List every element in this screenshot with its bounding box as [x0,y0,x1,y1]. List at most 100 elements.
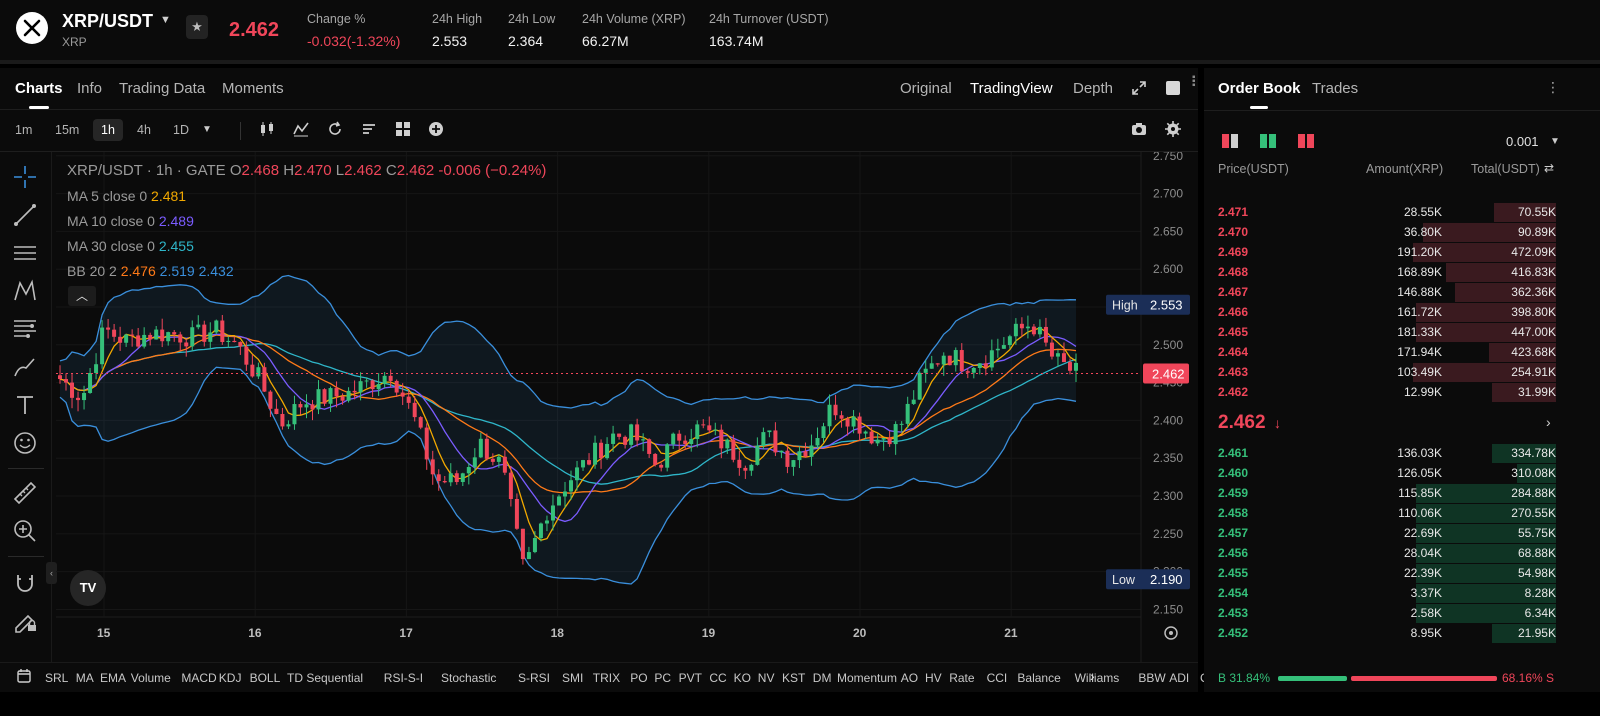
tab-order-book[interactable]: Order Book [1218,80,1301,109]
indicator-28[interactable]: BBW [1138,671,1166,685]
ruler-icon[interactable] [12,480,40,506]
layout-grid-icon[interactable] [395,121,411,140]
emoji-icon[interactable] [12,430,40,456]
legend-ma30[interactable]: MA 30 close 0 2.455 [67,238,194,254]
favorite-star-icon[interactable]: ★ [186,15,208,39]
bid-row[interactable]: 2.459 115.85K 284.88K [1204,483,1600,503]
ask-row[interactable]: 2.471 28.55K 70.55K [1204,202,1600,222]
indicator-0[interactable]: SRL [45,671,69,685]
pair-name[interactable]: XRP/USDT [62,11,154,31]
horizontal-lines-icon[interactable] [12,240,40,266]
bid-row[interactable]: 2.454 3.37K 8.28K [1204,583,1600,603]
layout-bids-icon[interactable] [1258,132,1278,150]
timeframe-dropdown-icon[interactable]: ▼ [202,124,212,135]
bid-row[interactable]: 2.452 8.95K 21.95K [1204,623,1600,643]
tab-charts[interactable]: Charts [15,80,63,109]
bid-row[interactable]: 2.458 110.06K 270.55K [1204,503,1600,523]
ask-row[interactable]: 2.470 36.80K 90.89K [1204,222,1600,242]
indicator-2[interactable]: EMA [100,671,127,685]
collapse-legend-icon[interactable]: ︿ [68,286,96,306]
indicator-18[interactable]: NV [757,671,775,685]
indicator-14[interactable]: PC [654,671,672,685]
zoom-in-icon[interactable] [12,518,40,544]
indicator-26[interactable]: Balance [1017,671,1061,685]
indicator-24[interactable]: Rate [949,671,975,685]
snapshot-camera-icon[interactable] [1131,121,1147,140]
tab-trades[interactable]: Trades [1312,80,1359,97]
view-original[interactable]: Original [900,80,952,97]
indicator-7[interactable]: TD Sequential [287,671,364,685]
bid-row[interactable]: 2.460 126.05K 310.08K [1204,463,1600,483]
ask-row[interactable]: 2.464 171.94K 423.68K [1204,342,1600,362]
indicator-20[interactable]: DM [812,671,832,685]
indicator-1[interactable]: MA [75,671,94,685]
indicator-22[interactable]: AO [900,671,919,685]
legend-ma10[interactable]: MA 10 close 0 2.489 [67,213,194,229]
tab-moments[interactable]: Moments [222,80,284,97]
collapse-toolbar-icon[interactable]: ‹ [46,562,57,584]
indicator-9[interactable]: Stochastic [441,671,497,685]
indicator-21[interactable]: Momentum [837,671,898,685]
ask-row[interactable]: 2.465 181.33K 447.00K [1204,322,1600,342]
indicator-23[interactable]: HV [925,671,942,685]
indicator-27[interactable]: Williams [1074,671,1120,685]
ask-row[interactable]: 2.463 103.49K 254.91K [1204,362,1600,382]
lock-drawings-icon[interactable] [12,608,40,634]
timeframe-1d[interactable]: 1D [173,123,189,137]
calendar-icon[interactable] [17,669,31,686]
ask-row[interactable]: 2.466 161.72K 398.80K [1204,302,1600,322]
legend-bollinger[interactable]: BB 20 2 2.476 2.519 2.432 [67,263,234,279]
indicator-29[interactable]: ADI [1169,671,1190,685]
add-plus-icon[interactable] [428,121,444,140]
bid-row[interactable]: 2.453 2.58K 6.34K [1204,603,1600,623]
pair-dropdown-icon[interactable]: ▼ [160,14,171,26]
fibonacci-icon[interactable] [12,316,40,342]
precision-dropdown-icon[interactable]: ▼ [1550,136,1560,147]
indicator-6[interactable]: BOLL [249,671,281,685]
layout-both-icon[interactable] [1220,132,1240,150]
indicator-12[interactable]: TRIX [592,671,621,685]
precision-select[interactable]: 0.001 [1506,134,1539,149]
layout-square-icon[interactable] [1166,81,1180,98]
legend-ma5[interactable]: MA 5 close 0 2.481 [67,188,186,204]
indicator-17[interactable]: KO [733,671,751,685]
brush-icon[interactable] [12,354,40,380]
pattern-tool-icon[interactable] [12,278,40,304]
ask-row[interactable]: 2.462 12.99K 31.99K [1204,382,1600,402]
indicator-16[interactable]: CC [709,671,727,685]
text-tool-icon[interactable] [12,392,40,418]
template-icon[interactable] [361,121,377,140]
more-options-icon[interactable]: ⋮ [1546,79,1560,95]
indicator-11[interactable]: SMI [562,671,584,685]
sort-toggle-icon[interactable]: ⇄ [1544,161,1555,175]
indicator-13[interactable]: PO [630,671,648,685]
bid-row[interactable]: 2.461 136.03K 334.78K [1204,443,1600,463]
bid-row[interactable]: 2.457 22.69K 55.75K [1204,523,1600,543]
ask-row[interactable]: 2.468 168.89K 416.83K [1204,262,1600,282]
fullscreen-icon[interactable] [1131,80,1147,99]
tab-info[interactable]: Info [77,80,103,97]
price-chart[interactable]: 2.7502.7002.6502.6002.5502.5002.4502.400… [56,152,1196,662]
ask-row[interactable]: 2.467 146.88K 362.36K [1204,282,1600,302]
indicator-10[interactable]: S-RSI [518,671,551,685]
indicator-8[interactable]: RSI-S-I [383,671,424,685]
timeframe-1m[interactable]: 1m [15,123,33,137]
indicator-25[interactable]: CCI [986,671,1008,685]
timeframe-4h[interactable]: 4h [137,123,151,137]
indicators-icon[interactable] [293,121,309,140]
trend-line-icon[interactable] [12,202,40,228]
timeframe-1h[interactable]: 1h [93,119,123,141]
ask-row[interactable]: 2.469 191.20K 472.09K [1204,242,1600,262]
bid-row[interactable]: 2.456 28.04K 68.88K [1204,543,1600,563]
view-depth[interactable]: Depth [1073,80,1114,97]
tradingview-logo-icon[interactable]: TV [70,570,106,606]
candle-type-icon[interactable] [259,121,275,140]
indicator-4[interactable]: MACD [181,671,217,685]
indicator-3[interactable]: Volume [130,671,171,685]
magnet-icon[interactable] [12,570,40,596]
indicator-19[interactable]: KST [782,671,806,685]
crosshair-icon[interactable] [12,164,40,190]
bid-row[interactable]: 2.455 22.39K 54.98K [1204,563,1600,583]
timeframe-15m[interactable]: 15m [55,123,80,137]
tab-trading-data[interactable]: Trading Data [119,80,206,97]
